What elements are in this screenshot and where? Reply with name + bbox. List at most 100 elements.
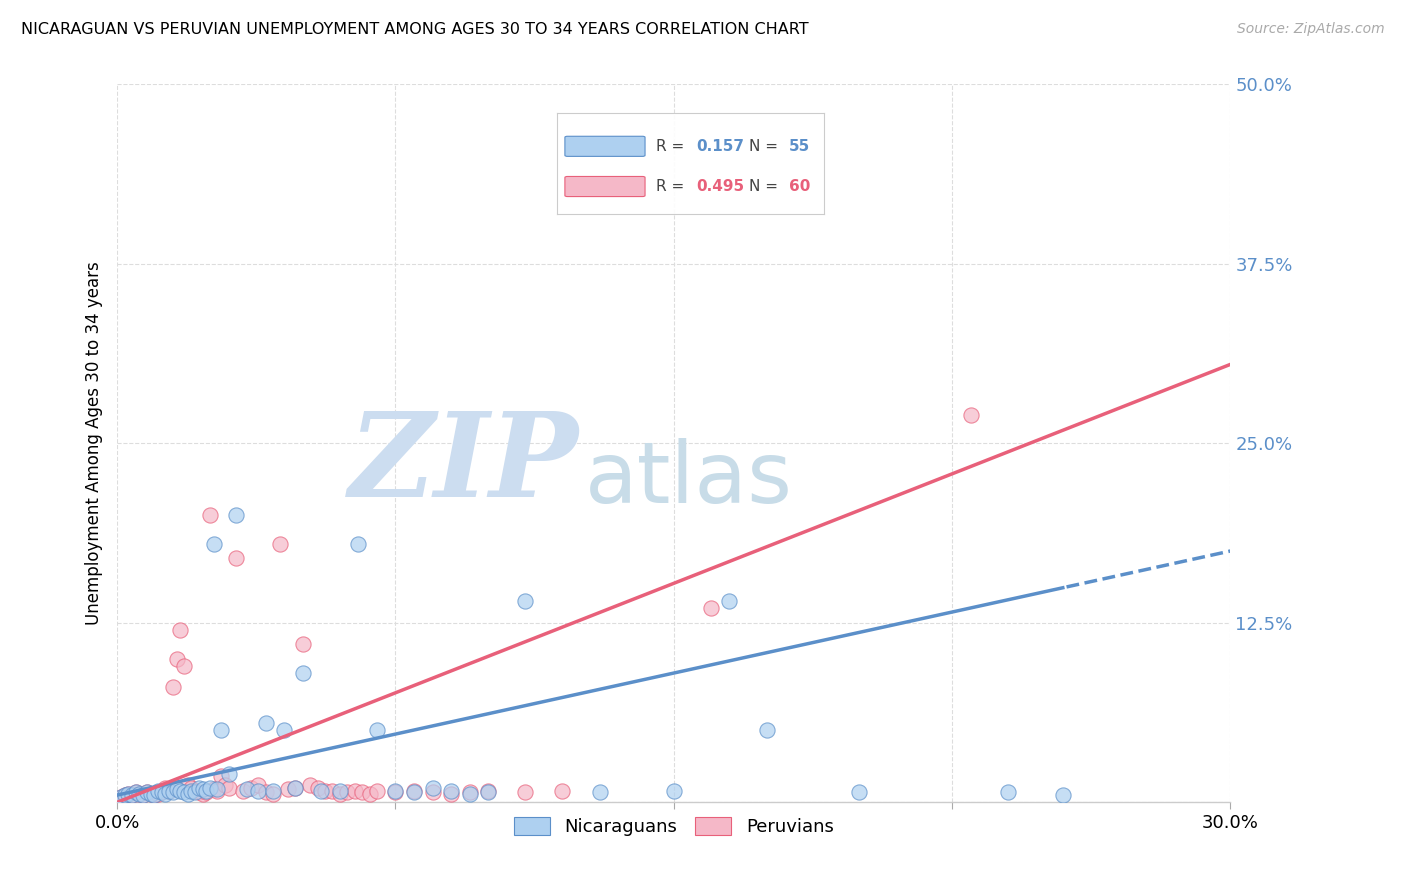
Point <box>422 785 444 799</box>
Point <box>384 785 406 799</box>
Point <box>187 780 209 795</box>
Point <box>169 623 191 637</box>
Point <box>239 780 262 795</box>
Point <box>700 601 723 615</box>
Point <box>114 788 136 802</box>
Point <box>184 784 207 798</box>
Point <box>588 785 610 799</box>
Point <box>359 787 381 801</box>
Point <box>191 782 214 797</box>
Point <box>273 723 295 738</box>
Point <box>284 780 307 795</box>
Point <box>218 780 240 795</box>
Point <box>214 778 236 792</box>
Point <box>209 723 232 738</box>
Point <box>117 787 139 801</box>
Point <box>135 785 157 799</box>
Point <box>458 785 481 799</box>
Point <box>180 780 202 795</box>
Point <box>458 787 481 801</box>
Point <box>207 784 229 798</box>
Point <box>180 784 202 798</box>
Point <box>128 787 150 801</box>
Point <box>291 637 314 651</box>
Point <box>207 782 229 797</box>
Point <box>1052 788 1074 802</box>
Point <box>125 785 148 799</box>
Point <box>321 784 343 798</box>
Point <box>132 788 155 802</box>
Point <box>139 787 162 801</box>
Point <box>284 780 307 795</box>
Point <box>402 784 425 798</box>
Point <box>254 785 277 799</box>
Point <box>128 787 150 801</box>
Point <box>959 408 981 422</box>
Point <box>515 785 537 799</box>
Point <box>146 784 169 798</box>
Point <box>202 537 225 551</box>
Point <box>202 782 225 797</box>
Text: Source: ZipAtlas.com: Source: ZipAtlas.com <box>1237 22 1385 37</box>
Point <box>336 785 359 799</box>
Point <box>225 508 247 523</box>
Point <box>384 784 406 798</box>
Point <box>114 788 136 802</box>
Point <box>314 784 336 798</box>
Point <box>277 782 299 797</box>
Point <box>247 778 270 792</box>
Point <box>150 784 173 798</box>
Point <box>169 784 191 798</box>
Point <box>176 778 198 792</box>
Point <box>718 594 741 608</box>
Point <box>143 788 166 802</box>
Point <box>254 716 277 731</box>
Point <box>366 723 388 738</box>
Point <box>218 766 240 780</box>
Point <box>343 784 366 798</box>
Point <box>125 785 148 799</box>
Point <box>191 787 214 801</box>
Point <box>139 787 162 801</box>
Point <box>166 651 188 665</box>
Point <box>269 537 291 551</box>
Text: NICARAGUAN VS PERUVIAN UNEMPLOYMENT AMONG AGES 30 TO 34 YEARS CORRELATION CHART: NICARAGUAN VS PERUVIAN UNEMPLOYMENT AMON… <box>21 22 808 37</box>
Y-axis label: Unemployment Among Ages 30 to 34 years: Unemployment Among Ages 30 to 34 years <box>86 261 103 625</box>
Point <box>132 788 155 802</box>
Point <box>143 788 166 802</box>
Point <box>347 537 370 551</box>
Point <box>117 787 139 801</box>
Point <box>352 785 374 799</box>
Point <box>176 787 198 801</box>
Legend: Nicaraguans, Peruvians: Nicaraguans, Peruvians <box>506 810 841 844</box>
Point <box>440 787 463 801</box>
Point <box>440 784 463 798</box>
Point <box>291 666 314 681</box>
Point <box>166 782 188 797</box>
Point <box>307 780 329 795</box>
Point <box>155 780 177 795</box>
Point <box>299 778 322 792</box>
Point <box>247 784 270 798</box>
Point <box>195 785 218 799</box>
Point <box>209 769 232 783</box>
Text: atlas: atlas <box>585 438 793 521</box>
Point <box>121 788 143 802</box>
Point <box>173 785 195 799</box>
Point <box>110 789 132 804</box>
Point <box>551 784 574 798</box>
Point <box>198 508 221 523</box>
Point <box>187 785 209 799</box>
Point <box>162 785 184 799</box>
Point <box>848 785 870 799</box>
Text: ZIP: ZIP <box>349 408 579 523</box>
Point <box>236 782 259 797</box>
Point <box>135 785 157 799</box>
Point <box>262 787 284 801</box>
Point <box>329 787 352 801</box>
Point <box>755 723 778 738</box>
Point <box>157 784 180 798</box>
Point <box>198 780 221 795</box>
Point <box>225 551 247 566</box>
Point <box>155 787 177 801</box>
